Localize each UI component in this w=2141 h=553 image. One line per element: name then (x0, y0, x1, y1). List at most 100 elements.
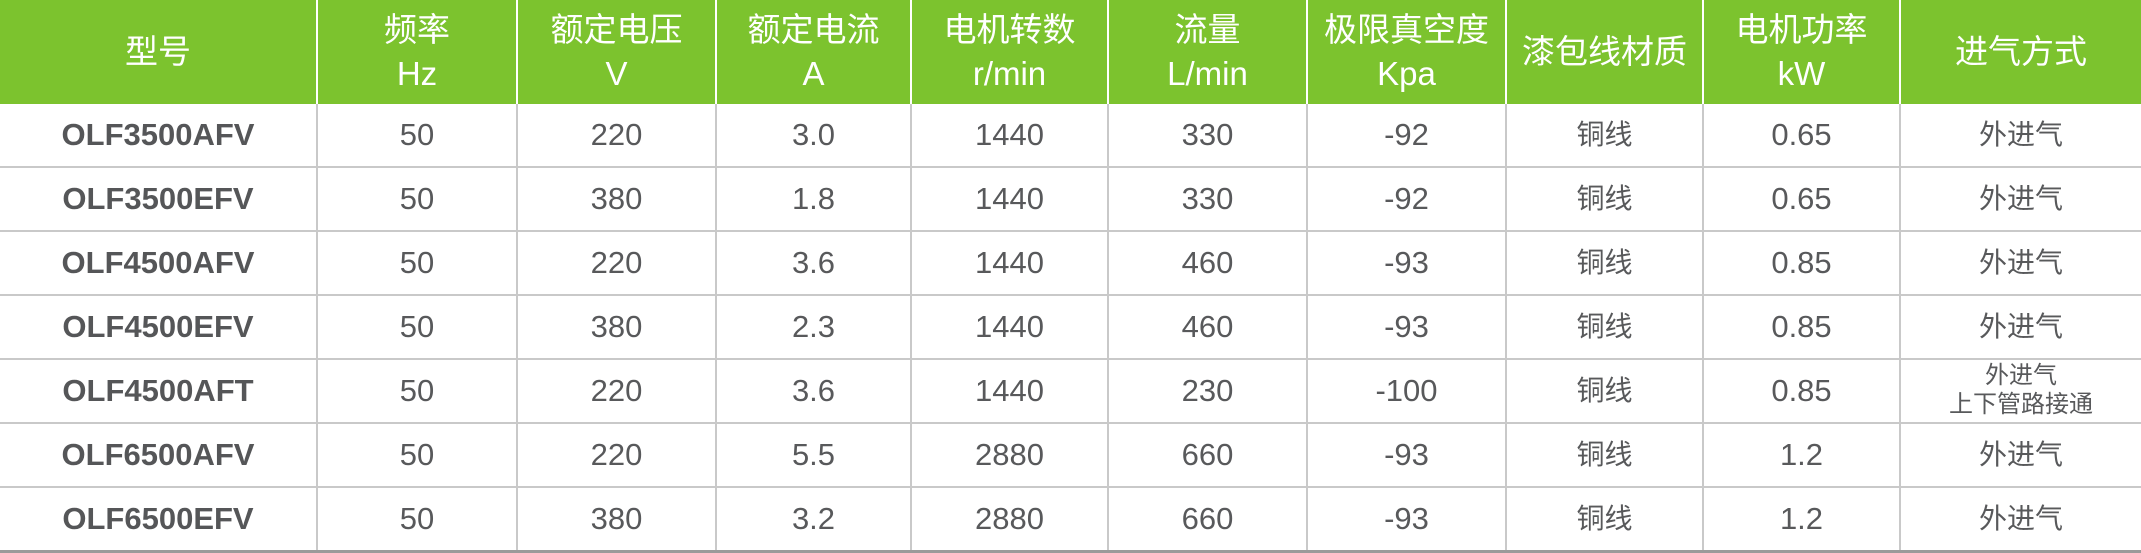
intake-mode-text: 外进气 (1978, 310, 2063, 342)
cell-speed-rpm: 1440 (912, 104, 1107, 166)
cell-flow-lmin: 660 (1109, 488, 1306, 550)
cell-intake: 外进气 (1901, 168, 2141, 230)
column-header-unit: V (605, 55, 628, 92)
cell-model: OLF4500EFV (0, 296, 316, 358)
column-header-label: 型号 (125, 33, 191, 71)
cell-intake: 外进气 (1901, 104, 2141, 166)
intake-mode-text: 外进气 (1978, 118, 2063, 150)
cell-wire-material: 铜线 (1507, 168, 1702, 230)
cell-vacuum-kpa: -93 (1308, 424, 1505, 486)
cell-voltage-v: 380 (518, 296, 715, 358)
table-header-row: 型号 频率 Hz 额定电压 V 额定电流 A 电机转数 r/min 流量 L/m… (0, 0, 2141, 104)
cell-frequency-hz: 50 (318, 360, 516, 422)
cell-power-kw: 1.2 (1704, 488, 1899, 550)
intake-mode-text: 外进气 (1978, 246, 2063, 278)
cell-power-kw: 1.2 (1704, 424, 1899, 486)
cell-power-kw: 0.85 (1704, 232, 1899, 294)
column-header-label: 电机功率 (1735, 11, 1868, 49)
cell-current-a: 5.5 (717, 424, 910, 486)
cell-frequency-hz: 50 (318, 488, 516, 550)
table-row: OLF6500EFV 50 380 3.2 2880 660 -93 铜线 1.2 外进气 (0, 488, 2141, 550)
cell-voltage-v: 220 (518, 424, 715, 486)
cell-flow-lmin: 230 (1109, 360, 1306, 422)
cell-frequency-hz: 50 (318, 104, 516, 166)
column-header-label: 流量 (1174, 11, 1241, 49)
cell-voltage-v: 220 (518, 360, 715, 422)
column-header-label: 频率 (384, 11, 450, 49)
cell-current-a: 2.3 (717, 296, 910, 358)
table-row: OLF3500EFV 50 380 1.8 1440 330 -92 铜线 0.65 外进气 (0, 168, 2141, 230)
cell-speed-rpm: 2880 (912, 424, 1107, 486)
column-header-vacuum: 极限真空度 Kpa (1308, 0, 1505, 104)
cell-vacuum-kpa: -93 (1308, 296, 1505, 358)
intake-mode-note: 上下管路接通 (1949, 391, 2093, 418)
cell-speed-rpm: 1440 (912, 232, 1107, 294)
cell-vacuum-kpa: -92 (1308, 168, 1505, 230)
column-header-current: 额定电流 A (717, 0, 910, 104)
cell-wire-material: 铜线 (1507, 360, 1702, 422)
table-body: OLF3500AFV 50 220 3.0 1440 330 -92 铜线 0.65 外进气 OLF… (0, 104, 2141, 553)
cell-intake: 外进气 (1901, 232, 2141, 294)
cell-power-kw: 0.65 (1704, 104, 1899, 166)
column-header-unit: kW (1777, 55, 1826, 92)
cell-vacuum-kpa: -93 (1308, 488, 1505, 550)
cell-wire-material: 铜线 (1507, 488, 1702, 550)
cell-power-kw: 0.85 (1704, 296, 1899, 358)
column-header-frequency: 频率 Hz (318, 0, 516, 104)
cell-model: OLF4500AFV (0, 232, 316, 294)
column-header-intake-mode: 进气方式 (1901, 0, 2141, 104)
cell-wire-material: 铜线 (1507, 232, 1702, 294)
cell-intake: 外进气 (1901, 296, 2141, 358)
cell-model: OLF3500AFV (0, 104, 316, 166)
cell-vacuum-kpa: -93 (1308, 232, 1505, 294)
cell-frequency-hz: 50 (318, 296, 516, 358)
cell-voltage-v: 380 (518, 168, 715, 230)
table-row: OLF6500AFV 50 220 5.5 2880 660 -93 铜线 1.2 外进气 (0, 424, 2141, 486)
cell-intake: 外进气 (1901, 488, 2141, 550)
column-header-label: 电机转数 (943, 11, 1076, 49)
column-header-voltage: 额定电压 V (518, 0, 715, 104)
intake-mode-text: 外进气 (1985, 362, 2057, 390)
cell-power-kw: 0.65 (1704, 168, 1899, 230)
column-header-model: 型号 (0, 0, 316, 104)
column-header-label: 额定电压 (550, 11, 683, 49)
cell-model: OLF6500EFV (0, 488, 316, 550)
column-header-unit: Hz (396, 55, 438, 92)
column-header-motor-power: 电机功率 kW (1704, 0, 1899, 104)
column-header-unit: Kpa (1377, 55, 1436, 92)
cell-power-kw: 0.85 (1704, 360, 1899, 422)
cell-model: OLF4500AFT (0, 360, 316, 422)
column-header-wire-material: 漆包线材质 (1507, 0, 1702, 104)
cell-current-a: 3.6 (717, 232, 910, 294)
cell-speed-rpm: 1440 (912, 168, 1107, 230)
column-header-unit: A (802, 55, 825, 92)
cell-wire-material: 铜线 (1507, 296, 1702, 358)
intake-mode-text: 外进气 (1978, 438, 2063, 470)
cell-flow-lmin: 330 (1109, 168, 1306, 230)
intake-mode-text: 外进气 (1978, 502, 2063, 534)
column-header-label: 进气方式 (1955, 33, 2087, 71)
cell-current-a: 3.2 (717, 488, 910, 550)
column-header-label: 漆包线材质 (1522, 33, 1687, 71)
cell-frequency-hz: 50 (318, 232, 516, 294)
cell-flow-lmin: 460 (1109, 232, 1306, 294)
cell-voltage-v: 380 (518, 488, 715, 550)
cell-current-a: 3.6 (717, 360, 910, 422)
cell-speed-rpm: 1440 (912, 296, 1107, 358)
cell-flow-lmin: 660 (1109, 424, 1306, 486)
cell-frequency-hz: 50 (318, 168, 516, 230)
column-header-motor-speed: 电机转数 r/min (912, 0, 1107, 104)
column-header-label: 极限真空度 (1324, 11, 1489, 49)
column-header-unit: r/min (972, 55, 1047, 92)
cell-wire-material: 铜线 (1507, 424, 1702, 486)
cell-model: OLF6500AFV (0, 424, 316, 486)
cell-vacuum-kpa: -92 (1308, 104, 1505, 166)
cell-vacuum-kpa: -100 (1308, 360, 1505, 422)
cell-flow-lmin: 330 (1109, 104, 1306, 166)
cell-speed-rpm: 1440 (912, 360, 1107, 422)
cell-wire-material: 铜线 (1507, 104, 1702, 166)
column-header-unit: L/min (1167, 55, 1248, 92)
table-row: OLF4500AFV 50 220 3.6 1440 460 -93 铜线 0.85 外进气 (0, 232, 2141, 294)
cell-frequency-hz: 50 (318, 424, 516, 486)
column-header-label: 额定电流 (747, 11, 880, 49)
